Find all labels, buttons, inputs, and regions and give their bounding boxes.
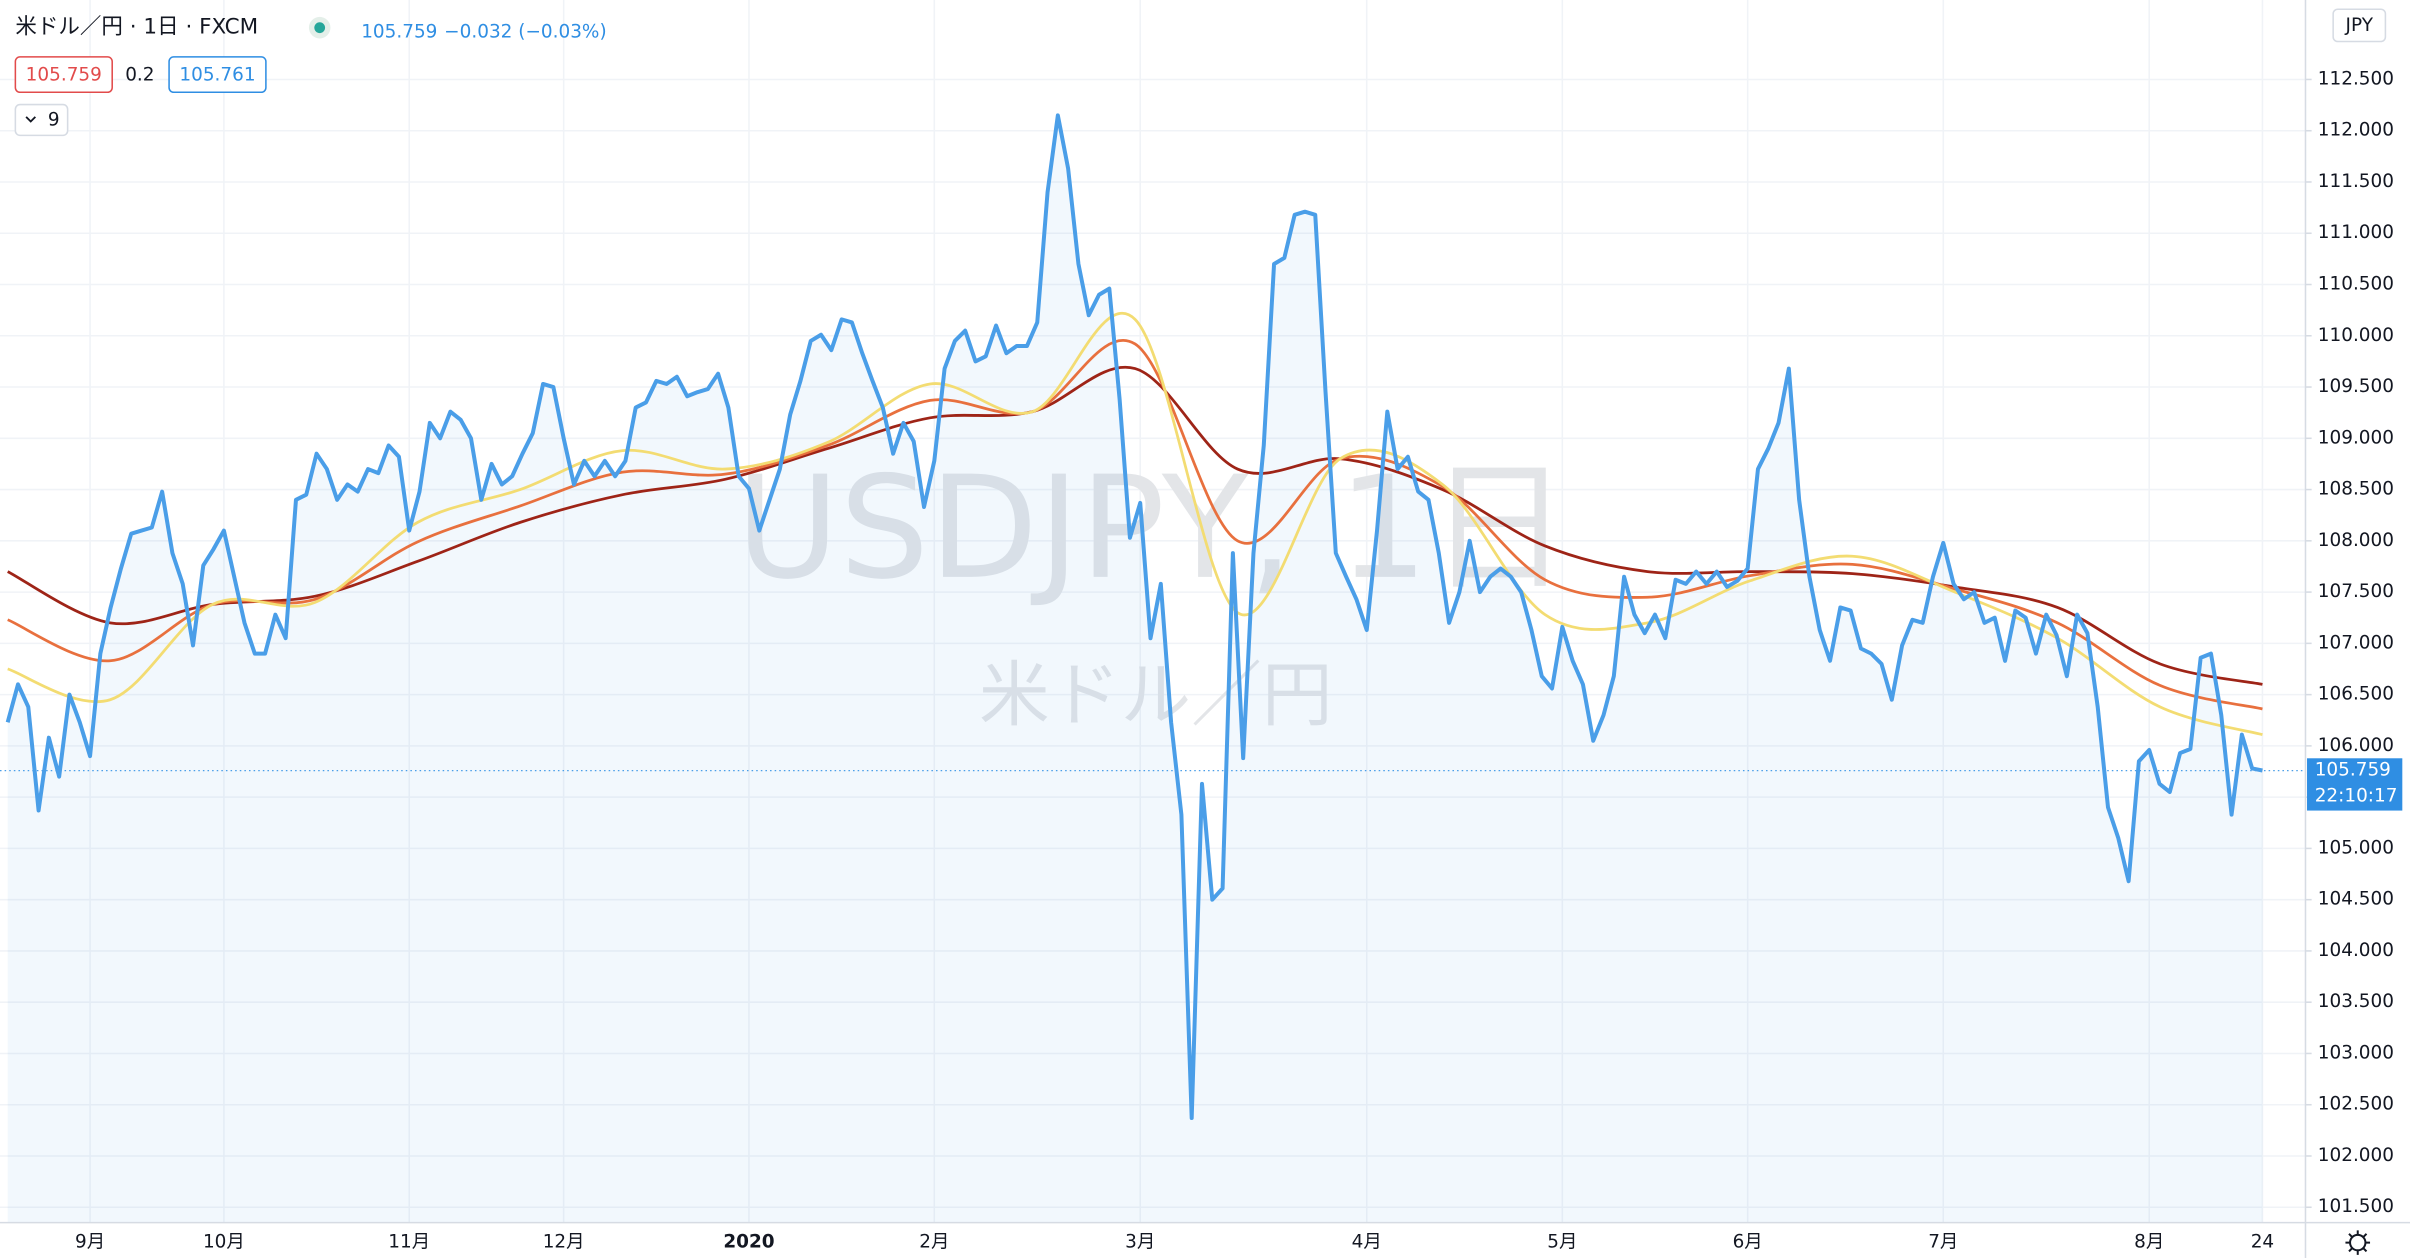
- watermark-sub: 米ドル／円: [979, 653, 1333, 736]
- x-tick-label: 9月: [75, 1232, 105, 1253]
- y-tick-label: 112.000: [2318, 120, 2394, 141]
- currency-button[interactable]: [2332, 8, 2387, 43]
- y-tick-label: 111.500: [2318, 171, 2394, 192]
- y-tick-label: 102.000: [2318, 1145, 2394, 1166]
- grid: [0, 0, 2306, 1223]
- x-tick-label: 3月: [1125, 1232, 1155, 1253]
- settings-icon[interactable]: [2345, 1230, 2371, 1255]
- y-tick-label: 108.000: [2318, 530, 2394, 551]
- y-tick-label: 101.500: [2318, 1196, 2394, 1217]
- currency[interactable]: JPY: [2345, 15, 2374, 36]
- symbol-title[interactable]: 米ドル／円 · 1日 · FXCM: [15, 15, 258, 40]
- y-tick-label: 111.000: [2318, 222, 2394, 243]
- indicator-count[interactable]: 9: [48, 110, 60, 131]
- bid-box[interactable]: [14, 56, 113, 94]
- ask-box[interactable]: [168, 56, 267, 94]
- x-tick-label: 11月: [388, 1232, 430, 1253]
- x-tick-label: 2月: [919, 1232, 949, 1253]
- ma-ribbon-line: [7, 365, 2263, 686]
- chevron-icon: [25, 116, 37, 123]
- gear-teeth[interactable]: [2345, 1230, 2371, 1255]
- status-dot: [314, 22, 326, 34]
- axis: 101.500 102.000 102.500 103.000 103.500 104.0…: [75, 68, 2403, 1253]
- y-tick-label: 103.500: [2318, 991, 2394, 1012]
- price-area: [7, 115, 2263, 1223]
- spread: 0.2: [125, 64, 154, 85]
- price-line: [5, 113, 2263, 1121]
- y-tick-label: 109.000: [2318, 427, 2394, 448]
- x-tick-label: 6月: [1733, 1232, 1763, 1253]
- ask-price[interactable]: 105.761: [179, 64, 255, 85]
- quote-value: 105.759: [361, 21, 437, 42]
- y-tick-label: 112.500: [2318, 68, 2394, 89]
- y-tick-label: 107.500: [2318, 581, 2394, 602]
- y-tick-label: 107.000: [2318, 632, 2394, 653]
- x-tick-label: 4月: [1352, 1232, 1382, 1253]
- y-tick-label: 103.000: [2318, 1042, 2394, 1063]
- y-tick-label: 110.500: [2318, 274, 2394, 295]
- x-tick-label: 7月: [1928, 1232, 1958, 1253]
- x-tick-label: 12月: [543, 1232, 585, 1253]
- y-tick-label: 106.500: [2318, 684, 2394, 705]
- ma-ribbon-line: [7, 311, 2263, 736]
- x-tick-label: 24: [2251, 1232, 2274, 1253]
- y-tick-label: 104.500: [2318, 889, 2394, 910]
- y-tick-label: 109.500: [2318, 376, 2394, 397]
- x-tick-label: 5月: [1547, 1232, 1577, 1253]
- y-tick-label: 108.500: [2318, 479, 2394, 500]
- x-tick-label: 8月: [2134, 1232, 2164, 1253]
- y-tick-label: 102.500: [2318, 1094, 2394, 1115]
- y-tick-label: 104.000: [2318, 940, 2394, 961]
- x-tick-label: 10月: [203, 1232, 245, 1253]
- bid-price[interactable]: 105.759: [26, 64, 102, 85]
- y-tick-label: 105.000: [2318, 837, 2394, 858]
- indicators-toggle[interactable]: [14, 103, 69, 137]
- last-price-tag: [2307, 758, 2403, 811]
- ma-ribbon-line: [7, 339, 2263, 711]
- plot: [0, 113, 2306, 1223]
- last-price-label: 105.759: [2315, 760, 2391, 781]
- y-tick-label: 110.000: [2318, 325, 2394, 346]
- x-tick-label: 2020: [723, 1232, 774, 1253]
- y-tick-label: 106.000: [2318, 735, 2394, 756]
- countdown: 22:10:17: [2315, 786, 2398, 807]
- quote-change: −0.032 (−0.03%): [444, 21, 606, 42]
